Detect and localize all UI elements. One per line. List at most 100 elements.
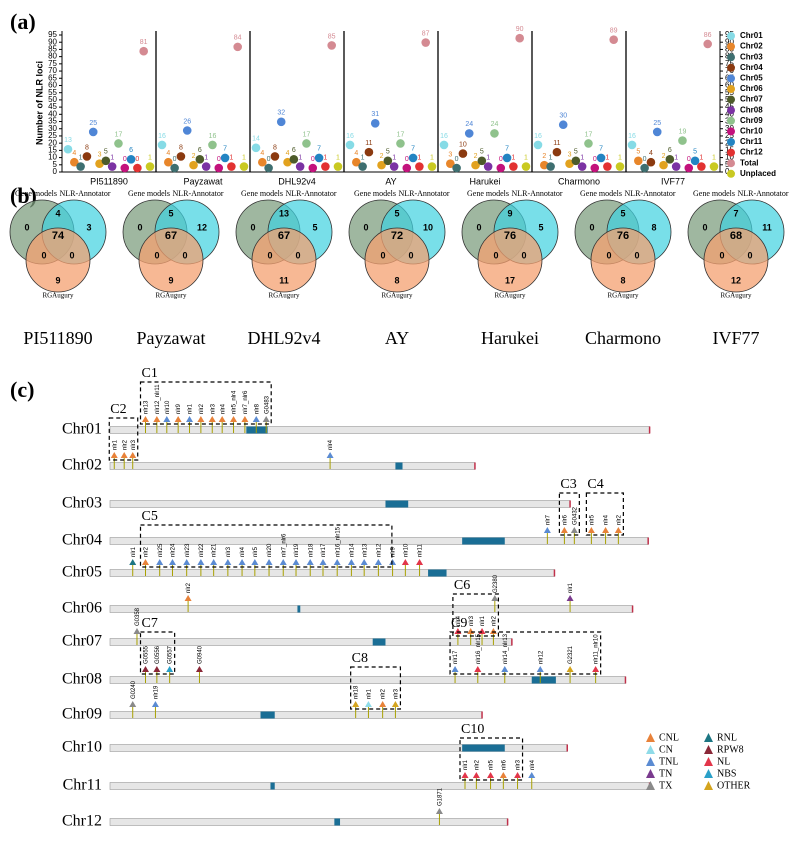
venn-count: 0	[182, 250, 187, 260]
nlr-marker	[543, 527, 551, 533]
chromosome-name: Chr02	[62, 457, 102, 474]
y-tick-label: 70	[48, 66, 57, 75]
legend-swatch	[727, 85, 735, 93]
venn-count: 8	[651, 222, 656, 232]
dot	[182, 126, 192, 135]
legend-label: RPW8	[717, 744, 744, 755]
dot	[521, 162, 531, 171]
legend-swatch	[646, 769, 655, 778]
venn-count: 0	[476, 222, 481, 232]
nlr-marker	[265, 559, 273, 565]
dot	[596, 153, 606, 163]
y-tick-label: 35	[48, 117, 57, 126]
venn-count: 0	[606, 250, 611, 260]
marker-label: nlr4	[220, 403, 226, 414]
legend-label: Chr09	[740, 116, 763, 125]
venn-count: 0	[493, 250, 498, 260]
venn-set-label: NLR-Annotator	[172, 189, 223, 198]
data-label: 17	[397, 131, 405, 138]
y-tick-label: 20	[48, 138, 57, 147]
dot	[471, 160, 480, 170]
venn-set	[364, 227, 430, 293]
y-tick-label: 80	[48, 52, 57, 61]
marker-label: nlr1	[131, 546, 137, 557]
data-label: 25	[653, 120, 661, 127]
data-label: 5	[636, 149, 640, 156]
data-label: 2	[542, 153, 546, 160]
marker-label: nlr11	[418, 543, 424, 557]
venn-set-label: Gene models	[128, 189, 170, 198]
nlr-marker	[514, 772, 522, 778]
marker-label: nlr4	[240, 546, 246, 557]
dot	[321, 162, 330, 171]
marker-label: nlr22	[199, 543, 205, 557]
dot	[452, 163, 461, 173]
data-label: 16	[628, 133, 636, 140]
data-label: 17	[585, 131, 593, 138]
marker-label: nlr3	[516, 759, 522, 770]
data-label: 16	[440, 133, 448, 140]
venn-count: 0	[250, 222, 255, 232]
legend-label: Total	[740, 158, 759, 167]
cluster-label: C5	[142, 509, 158, 524]
data-label: 81	[140, 39, 148, 46]
marker-label: nlr17	[453, 650, 459, 664]
venn-name: DHL92v4	[248, 328, 321, 348]
cluster-label: C7	[142, 616, 158, 631]
dot	[289, 155, 299, 164]
data-label: 24	[465, 121, 473, 128]
nlr-marker	[142, 559, 149, 565]
dot	[370, 118, 380, 128]
venn-set-label: RGAugury	[607, 292, 639, 300]
data-label: 1	[79, 154, 83, 161]
nlr-marker	[279, 559, 287, 565]
dot	[170, 163, 179, 173]
dot	[603, 162, 612, 171]
dot	[584, 139, 593, 148]
y-tick-label: 25	[48, 131, 57, 140]
centromere	[260, 711, 275, 719]
legend-swatch	[727, 127, 735, 136]
data-label: 1	[242, 154, 246, 161]
venn-set-label: RGAugury	[381, 292, 413, 300]
dot	[709, 162, 719, 171]
marker-label: nlr7	[545, 514, 551, 525]
dot	[502, 153, 512, 163]
data-label: 7	[505, 146, 509, 153]
dot	[396, 139, 405, 148]
legend-swatch	[727, 116, 735, 125]
legend-swatch	[727, 169, 735, 178]
data-label: 1	[148, 154, 152, 161]
nlr-marker	[435, 808, 443, 814]
data-label: 4	[354, 150, 358, 157]
dot	[352, 157, 361, 167]
venn-count: 12	[197, 222, 207, 232]
dot	[408, 153, 418, 163]
y-tick-label: 10	[48, 153, 57, 162]
dot	[70, 157, 79, 167]
marker-label: nlr2	[616, 514, 622, 525]
dot	[327, 41, 336, 50]
nlr-marker	[129, 559, 137, 565]
legend-label: Chr07	[740, 95, 763, 104]
y-tick-label: 85	[48, 45, 57, 54]
dot	[439, 140, 449, 150]
venn-count: 0	[69, 250, 74, 260]
dot	[427, 162, 437, 171]
dot	[458, 149, 468, 158]
venn-count: 0	[380, 250, 385, 260]
nlr-marker	[528, 772, 536, 778]
data-label: 5	[480, 149, 484, 156]
data-label: 16	[209, 133, 217, 140]
y-tick-label: 0	[53, 167, 58, 176]
data-label: 1	[618, 154, 622, 161]
nlr-marker	[602, 527, 610, 533]
dot	[402, 163, 412, 173]
marker-label: nlr4	[530, 759, 536, 770]
nlr-marker	[536, 666, 544, 672]
data-label: 87	[422, 30, 430, 37]
marker-label: nlr3	[131, 439, 137, 450]
dot	[477, 156, 487, 166]
venn-count: 0	[521, 250, 526, 260]
venn-set-label: Gene models	[693, 189, 735, 198]
